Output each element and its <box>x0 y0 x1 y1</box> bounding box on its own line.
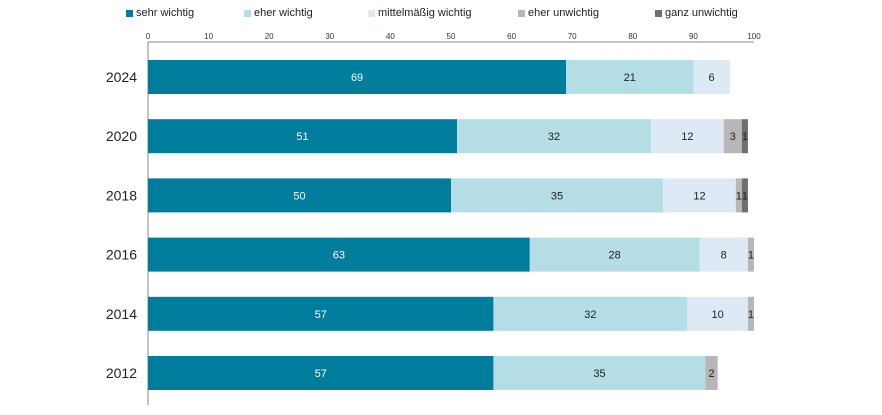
data-label: 2 <box>709 368 715 380</box>
data-label: 69 <box>351 72 363 84</box>
data-label: 12 <box>693 190 705 202</box>
category-label: 2024 <box>106 69 137 85</box>
x-tick-label: 70 <box>568 32 577 41</box>
bar-segment <box>457 119 651 154</box>
category-label: 2018 <box>106 187 137 203</box>
bar-segment <box>687 296 748 331</box>
bar-segment <box>148 356 494 390</box>
x-tick-label: 80 <box>628 32 637 41</box>
data-label: 63 <box>333 250 345 262</box>
data-label: 8 <box>721 250 727 262</box>
x-tick-label: 90 <box>689 32 698 41</box>
legend-label: mittelmäßig wichtig <box>378 7 472 19</box>
category-label: 2016 <box>106 247 137 263</box>
x-tick-label: 100 <box>747 32 761 41</box>
data-label: 1 <box>736 190 742 202</box>
x-tick-label: 0 <box>146 32 151 41</box>
bar-segment <box>699 237 748 272</box>
bar-segment <box>741 119 748 154</box>
data-label: 10 <box>712 309 724 321</box>
data-label: 50 <box>293 190 305 202</box>
legend-item: sehr wichtig <box>126 6 194 20</box>
data-label: 57 <box>315 368 327 380</box>
data-label: 6 <box>709 72 715 84</box>
x-tick-label: 20 <box>265 32 274 41</box>
bar-segment <box>747 296 754 331</box>
bar-segment <box>650 119 724 154</box>
bar-segment <box>148 60 567 94</box>
data-label: 3 <box>730 131 736 143</box>
x-tick-label: 40 <box>386 32 395 41</box>
data-label: 1 <box>748 309 754 321</box>
legend-label: ganz unwichtig <box>665 7 738 19</box>
data-label: 1 <box>742 190 748 202</box>
legend-label: sehr wichtig <box>136 7 195 19</box>
bar-segment <box>529 237 700 272</box>
x-tick-label: 60 <box>507 32 516 41</box>
bar-segment <box>705 356 718 390</box>
x-tick-label: 10 <box>204 32 213 41</box>
data-label: 32 <box>548 131 560 143</box>
data-label: 28 <box>608 250 620 262</box>
data-label: 1 <box>742 131 748 143</box>
bar-segment <box>148 296 494 331</box>
bar-segment <box>663 178 736 213</box>
data-label: 32 <box>584 309 596 321</box>
legend-swatch <box>655 9 662 17</box>
bar-segment <box>693 60 730 94</box>
bar-segment <box>148 119 458 154</box>
category-label: 2020 <box>106 128 137 144</box>
data-label: 35 <box>551 190 563 202</box>
bar-segment <box>493 296 688 331</box>
category-label: 2014 <box>106 306 137 322</box>
bar-segment <box>723 119 742 154</box>
category-label: 2012 <box>106 365 137 381</box>
legend-item: mittelmäßig wichtig <box>368 6 472 20</box>
data-label: 57 <box>315 309 327 321</box>
data-label: 12 <box>681 131 693 143</box>
legend-swatch <box>518 9 525 17</box>
data-label: 51 <box>296 131 308 143</box>
bar-segment <box>148 178 451 213</box>
legend-label: eher unwichtig <box>528 7 599 19</box>
bar-segment <box>493 356 706 390</box>
legend-swatch <box>368 9 375 17</box>
legend-label: eher wichtig <box>254 7 313 19</box>
bar-segment <box>566 60 694 94</box>
legend-item: ganz unwichtig <box>655 6 738 20</box>
bar-segment <box>148 237 530 272</box>
bar-segment <box>741 178 748 213</box>
legend-item: eher wichtig <box>244 6 313 20</box>
x-tick-label: 30 <box>325 32 334 41</box>
data-label: 35 <box>593 368 605 380</box>
bar-segment <box>451 178 664 213</box>
data-label: 21 <box>624 72 636 84</box>
x-tick-label: 50 <box>447 32 456 41</box>
legend-item: eher unwichtig <box>518 6 599 20</box>
bar-segment <box>747 237 754 272</box>
bar-segment <box>735 178 742 213</box>
legend-swatch <box>126 9 133 17</box>
legend-swatch <box>244 9 251 17</box>
data-label: 1 <box>748 250 754 262</box>
